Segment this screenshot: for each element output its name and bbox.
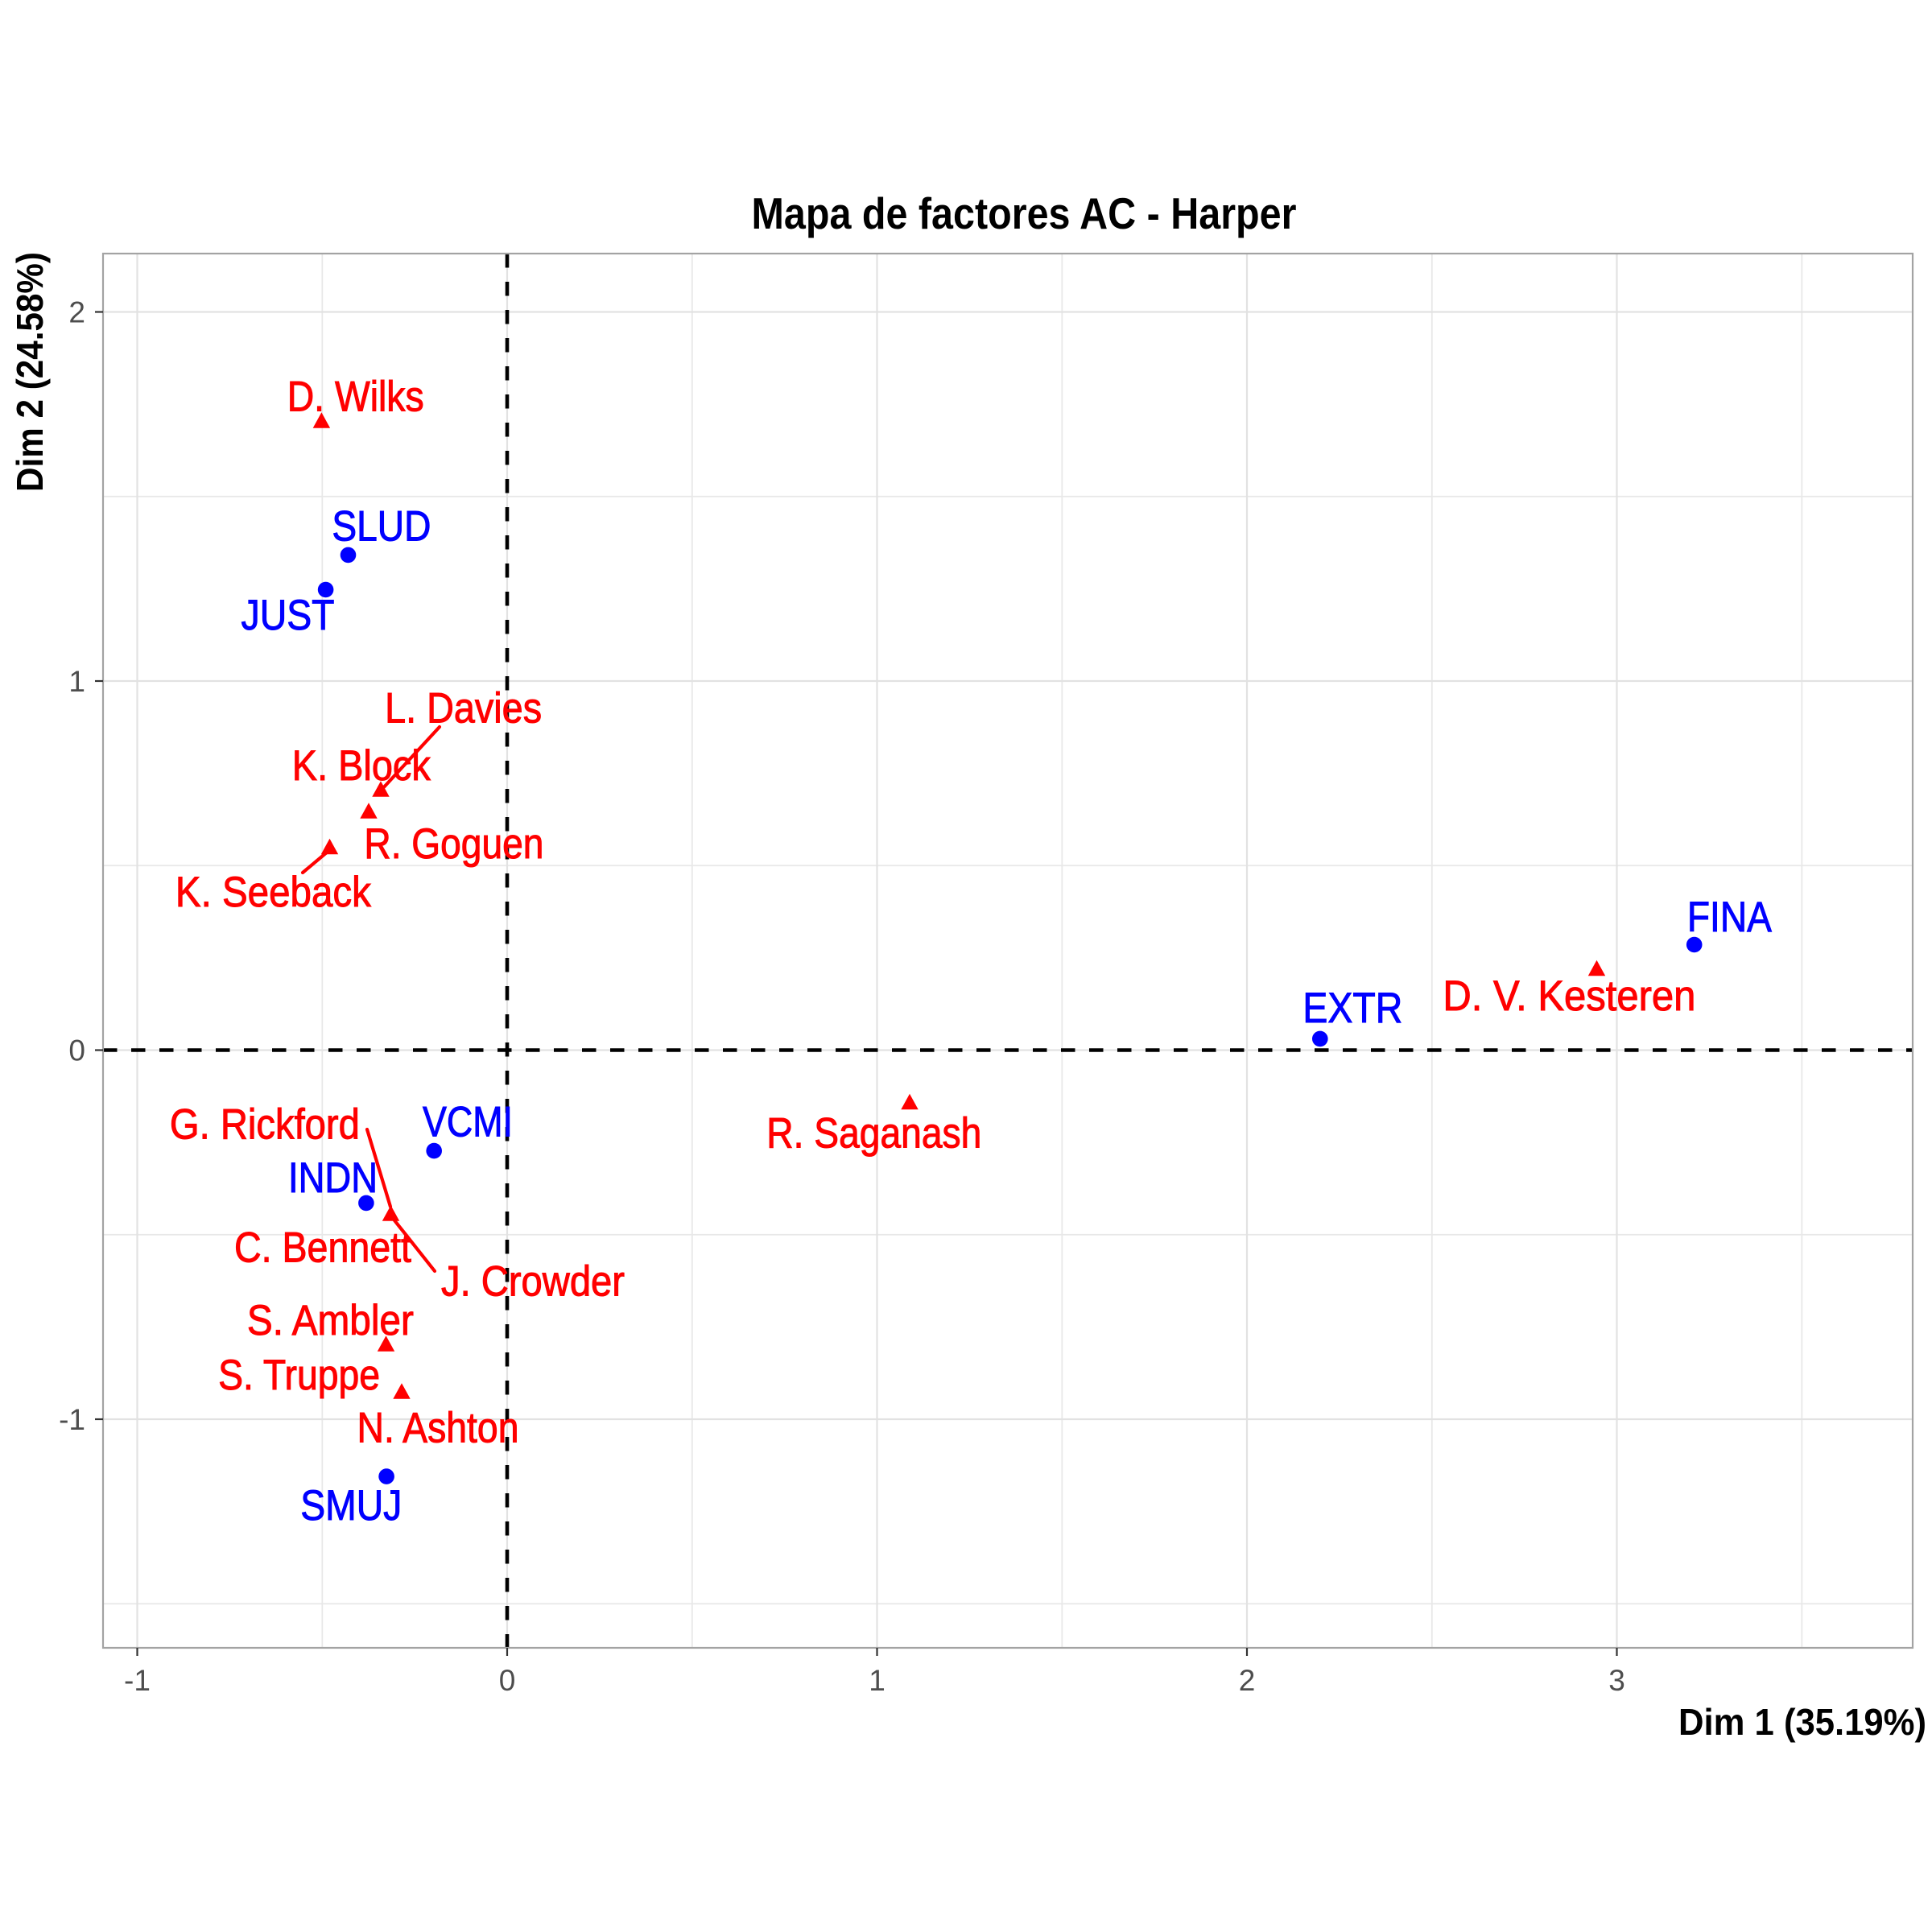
svg-text:D. Wilks: D. Wilks [287,374,424,421]
svg-text:JUST: JUST [242,592,335,639]
svg-text:3: 3 [1608,1664,1625,1697]
svg-text:S. Ambler: S. Ambler [247,1297,414,1344]
svg-text:1: 1 [869,1664,886,1697]
svg-text:FINA: FINA [1687,894,1773,941]
svg-text:L. Davies: L. Davies [385,685,542,733]
svg-text:SMUJ: SMUJ [300,1482,402,1530]
svg-text:0: 0 [499,1664,516,1697]
svg-text:-1: -1 [59,1403,85,1436]
svg-text:0: 0 [68,1034,85,1067]
svg-text:K. Seeback: K. Seeback [175,869,371,916]
svg-text:2: 2 [1239,1664,1256,1697]
svg-text:K. Block: K. Block [292,742,431,790]
svg-text:VCMI: VCMI [423,1099,513,1146]
svg-text:Dim 2 (24.58%): Dim 2 (24.58%) [9,252,51,492]
svg-text:G. Rickford: G. Rickford [170,1101,360,1149]
svg-text:N. Ashton: N. Ashton [357,1404,519,1451]
svg-text:2: 2 [68,296,85,329]
svg-text:Dim 1 (35.19%): Dim 1 (35.19%) [1678,1701,1926,1743]
svg-text:Mapa de factores AC - Harper: Mapa de factores AC - Harper [752,188,1297,238]
svg-text:1: 1 [68,665,85,698]
svg-text:EXTR: EXTR [1302,985,1402,1032]
svg-text:J. Crowder: J. Crowder [441,1258,625,1306]
svg-text:-1: -1 [124,1664,151,1697]
svg-text:R. Goguen: R. Goguen [364,820,543,868]
svg-text:R. Saganash: R. Saganash [766,1110,981,1158]
svg-text:INDN: INDN [288,1154,378,1202]
svg-text:D. V. Kesteren: D. V. Kesteren [1443,972,1695,1020]
svg-text:SLUD: SLUD [332,502,431,550]
svg-text:C. Bennett: C. Bennett [234,1224,411,1272]
svg-text:S. Truppe: S. Truppe [218,1352,380,1399]
